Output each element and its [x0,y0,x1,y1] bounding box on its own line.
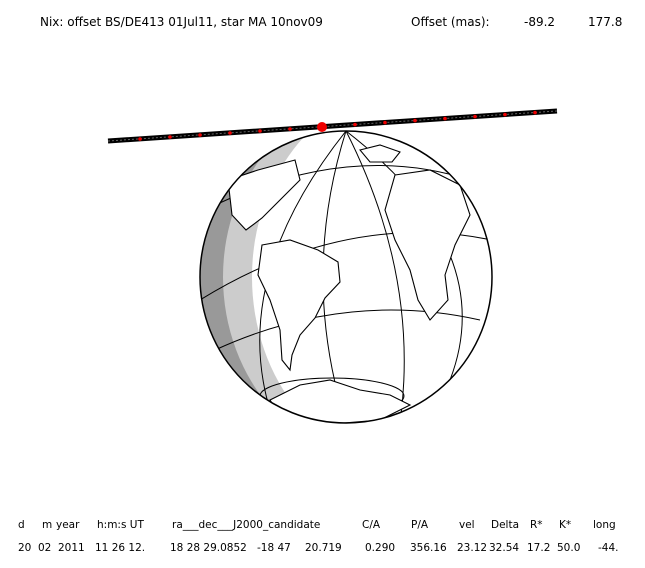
col-header: C/A [362,519,381,531]
cell: -18 47 [257,542,291,554]
shadow-track [107,108,558,144]
cell: 32.54 [489,542,519,554]
col-header: K* [559,519,571,531]
title: Nix: offset BS/DE413 01Jul11, star MA 10… [40,15,323,29]
cell: 20 [18,542,31,554]
cell: 2011 [58,542,85,554]
cell: 23.12 [457,542,487,554]
col-header: long [593,519,616,531]
cell: 356.16 [410,542,447,554]
cell: 11 26 12. [95,542,145,554]
cell: 20.719 [305,542,342,554]
cell: 02 [38,542,51,554]
col-header: R* [530,519,543,531]
col-header: Delta [491,519,519,531]
table-header: d m year h:m:s UT ra___dec___J2000_candi… [18,519,616,531]
col-header: P/A [411,519,429,531]
col-header: h:m:s UT [97,519,144,531]
offset-x: -89.2 [524,15,555,29]
col-header: ra___dec___J2000_candidate [172,519,320,531]
offset-y: 177.8 [588,15,622,29]
cell: 18 28 29.0852 [170,542,247,554]
cell: 50.0 [557,542,580,554]
col-header: m [42,519,52,531]
table-row: 20 02 2011 11 26 12. 18 28 29.0852 -18 4… [18,542,619,554]
offset-label: Offset (mas): [411,15,490,29]
col-header: d [18,519,25,531]
cell: 0.290 [365,542,395,554]
globe [199,130,493,424]
col-header: vel [459,519,475,531]
cell: -44. [598,542,619,554]
cell: 17.2 [527,542,550,554]
col-header: year [56,519,80,531]
